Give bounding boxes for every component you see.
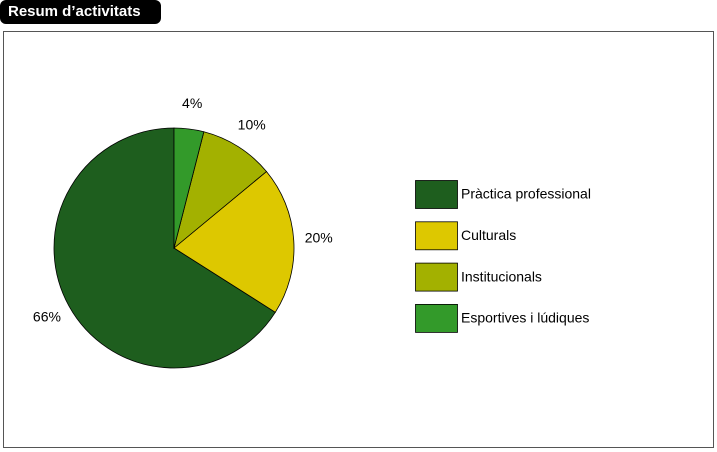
pie-slice bbox=[173, 127, 205, 249]
legend-label: Pràctica professional bbox=[461, 186, 591, 202]
slice-label: 4% bbox=[182, 95, 202, 111]
pie-slice bbox=[173, 170, 295, 313]
legend-swatch bbox=[415, 303, 458, 333]
slice-label: 66% bbox=[33, 309, 61, 325]
slice-label: 20% bbox=[305, 230, 333, 246]
pie-slice bbox=[53, 127, 276, 369]
legend-swatch bbox=[415, 262, 458, 292]
legend-swatch bbox=[415, 221, 458, 251]
legend-label: Institucionals bbox=[461, 268, 542, 284]
legend-label: Culturals bbox=[461, 227, 516, 243]
title-tab bbox=[0, 0, 161, 24]
slice-label: 10% bbox=[238, 116, 266, 132]
pie-slice bbox=[173, 131, 268, 250]
legend-label: Esportives i lúdiques bbox=[461, 310, 589, 326]
chart-title: Resum d’activitats bbox=[8, 3, 141, 20]
legend-swatch bbox=[415, 180, 458, 209]
frame bbox=[3, 31, 714, 448]
